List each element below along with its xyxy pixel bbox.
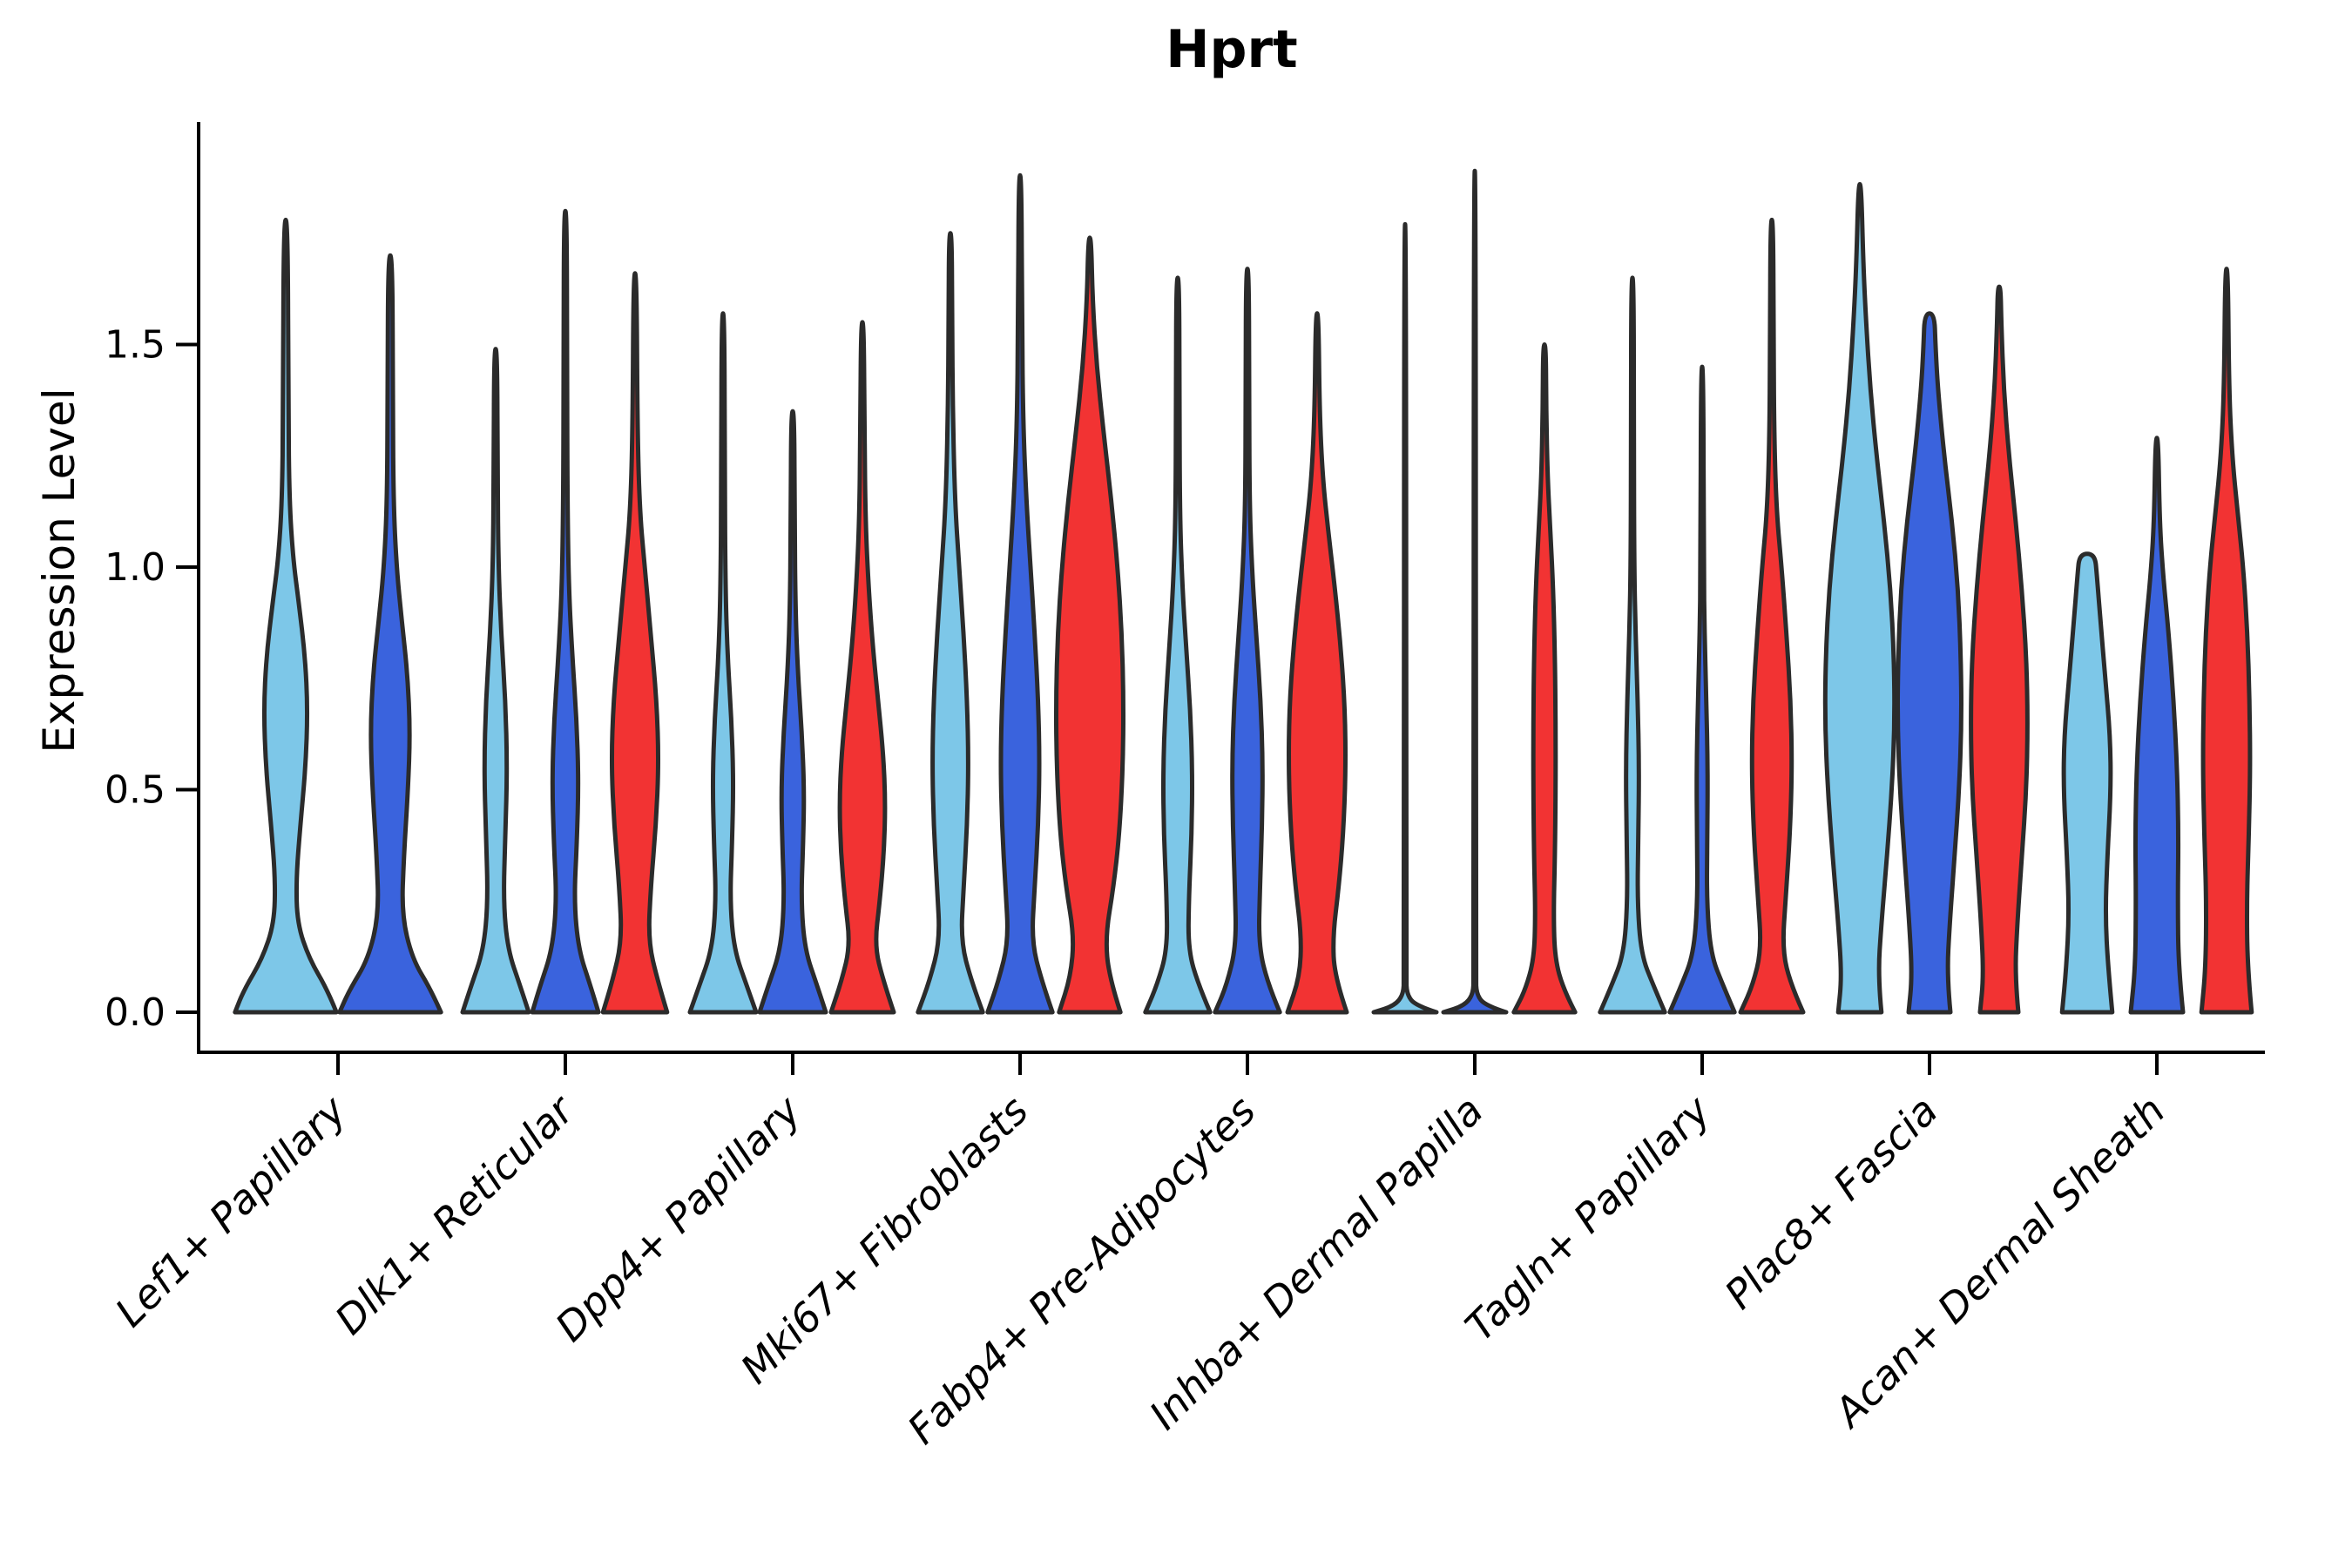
violin-lightblue-plac8-fascia — [1822, 182, 1897, 1015]
violin-lightblue-dlk1-reticular — [460, 347, 531, 1015]
violin-blue-acan-dermal-sheath — [2128, 436, 2186, 1015]
violin-lightblue-lef1-papillary — [233, 217, 339, 1015]
x-tick-label: Tagln+ Papillary — [1456, 1086, 1720, 1350]
x-tick-label: Plac8+ Fascia — [1715, 1087, 1946, 1318]
violin-lightblue-fabp4-pre-adipocytes — [1143, 275, 1213, 1015]
violin-blue-mki67-fibroblasts — [985, 172, 1055, 1015]
y-tick-label: 0.5 — [105, 768, 166, 813]
violin-red-plac8-fascia — [1969, 284, 2030, 1015]
violin-lightblue-tagln-papillary — [1598, 275, 1667, 1015]
violin-red-inhba-dermal-papilla — [1511, 342, 1578, 1015]
violin-blue-inhba-dermal-papilla — [1441, 168, 1509, 1015]
violin-lightblue-inhba-dermal-papilla — [1371, 222, 1439, 1015]
violin-red-dlk1-reticular — [600, 271, 670, 1015]
violin-lightblue-acan-dermal-sheath — [2059, 551, 2115, 1015]
violin-lightblue-dpp4-papillary — [687, 311, 759, 1015]
violin-blue-dpp4-papillary — [757, 409, 828, 1015]
y-tick-label: 1.0 — [105, 545, 166, 590]
x-tick-label: Dlk1+ Reticular — [326, 1085, 585, 1343]
plot-title: Hprt — [1166, 19, 1298, 80]
violin-blue-plac8-fascia — [1896, 311, 1963, 1015]
violin-red-acan-dermal-sheath — [2199, 267, 2254, 1015]
y-tick-label: 1.5 — [105, 323, 166, 368]
violin-blue-dlk1-reticular — [530, 208, 601, 1015]
violin-red-dpp4-papillary — [828, 320, 896, 1015]
violin-red-mki67-fibroblasts — [1053, 235, 1126, 1015]
violin-lightblue-mki67-fibroblasts — [916, 231, 985, 1015]
violin-blue-fabp4-pre-adipocytes — [1213, 267, 1282, 1015]
x-tick-label: Dpp4+ Papillary — [546, 1086, 810, 1350]
violin-blue-tagln-papillary — [1667, 364, 1737, 1015]
y-tick-label: 0.0 — [105, 990, 166, 1035]
violin-red-tagln-papillary — [1738, 217, 1806, 1015]
violin-red-fabp4-pre-adipocytes — [1285, 311, 1349, 1015]
violin-blue-lef1-papillary — [337, 253, 443, 1015]
x-tick-label: Lef1+ Papillary — [106, 1086, 355, 1335]
